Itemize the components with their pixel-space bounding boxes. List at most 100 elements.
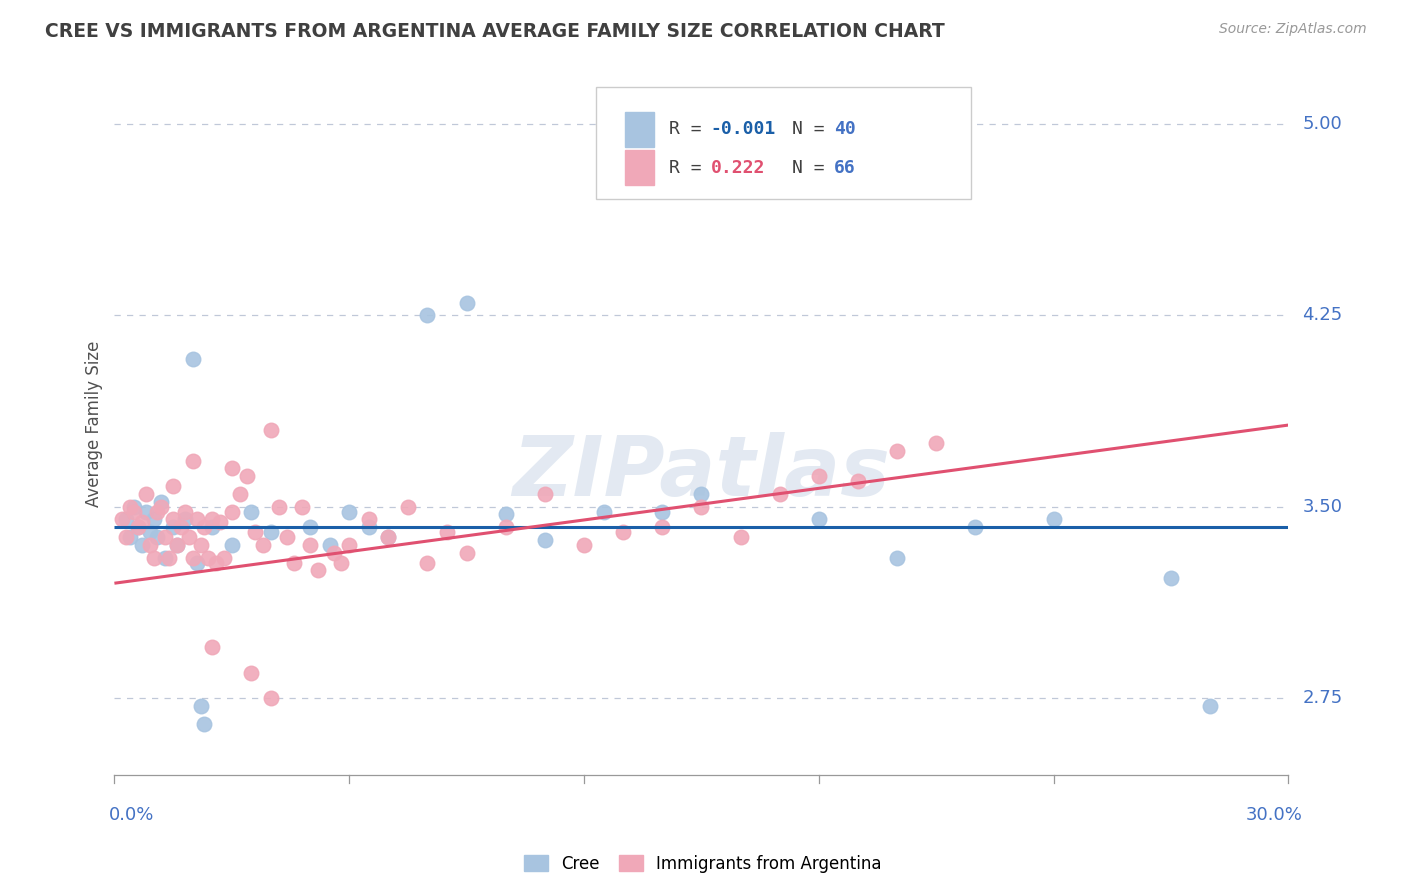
FancyBboxPatch shape bbox=[626, 112, 654, 146]
Point bbox=[122, 500, 145, 514]
Point bbox=[267, 500, 290, 514]
Point bbox=[337, 505, 360, 519]
Point bbox=[197, 550, 219, 565]
Point bbox=[157, 550, 180, 565]
Point bbox=[135, 505, 157, 519]
Text: R =: R = bbox=[669, 120, 711, 138]
Point bbox=[299, 538, 322, 552]
Point bbox=[730, 530, 752, 544]
Point bbox=[690, 500, 713, 514]
Point bbox=[1199, 698, 1222, 713]
Point bbox=[592, 505, 614, 519]
Point bbox=[322, 546, 344, 560]
Point bbox=[115, 512, 138, 526]
Point bbox=[162, 512, 184, 526]
Point bbox=[127, 520, 149, 534]
Point bbox=[495, 520, 517, 534]
Text: N =: N = bbox=[792, 159, 835, 177]
Point bbox=[769, 487, 792, 501]
Point bbox=[181, 351, 204, 366]
Point bbox=[142, 550, 165, 565]
Point bbox=[138, 538, 160, 552]
Point bbox=[150, 500, 173, 514]
Y-axis label: Average Family Size: Average Family Size bbox=[86, 341, 103, 507]
Point bbox=[115, 530, 138, 544]
Point bbox=[212, 550, 235, 565]
Point bbox=[146, 530, 169, 544]
Text: 2.75: 2.75 bbox=[1302, 689, 1343, 707]
Text: 30.0%: 30.0% bbox=[1246, 806, 1302, 824]
Point bbox=[166, 538, 188, 552]
Point bbox=[925, 436, 948, 450]
Point bbox=[651, 520, 673, 534]
Point bbox=[690, 487, 713, 501]
Point bbox=[377, 530, 399, 544]
Point bbox=[127, 520, 149, 534]
Text: ZIPatlas: ZIPatlas bbox=[513, 433, 890, 514]
Point bbox=[190, 698, 212, 713]
Point bbox=[201, 512, 224, 526]
Point bbox=[221, 505, 243, 519]
Point bbox=[131, 538, 153, 552]
Point bbox=[186, 556, 208, 570]
Point bbox=[260, 525, 283, 540]
Text: Source: ZipAtlas.com: Source: ZipAtlas.com bbox=[1219, 22, 1367, 37]
Text: 3.50: 3.50 bbox=[1302, 498, 1343, 516]
Text: 0.0%: 0.0% bbox=[108, 806, 153, 824]
Point bbox=[120, 530, 142, 544]
Point bbox=[142, 512, 165, 526]
Point bbox=[965, 520, 987, 534]
Point bbox=[1160, 571, 1182, 585]
Text: -0.001: -0.001 bbox=[711, 120, 776, 138]
Point bbox=[846, 474, 869, 488]
Point bbox=[534, 487, 557, 501]
Point bbox=[252, 538, 274, 552]
Point bbox=[228, 487, 250, 501]
Point bbox=[186, 512, 208, 526]
Point bbox=[181, 550, 204, 565]
Point bbox=[377, 530, 399, 544]
Point bbox=[120, 500, 142, 514]
Point bbox=[236, 469, 259, 483]
Point bbox=[260, 691, 283, 706]
Point bbox=[173, 512, 195, 526]
Point bbox=[495, 508, 517, 522]
Point bbox=[318, 538, 340, 552]
Point bbox=[173, 505, 195, 519]
Point bbox=[135, 487, 157, 501]
Point bbox=[201, 520, 224, 534]
Text: 4.25: 4.25 bbox=[1302, 306, 1343, 325]
Point bbox=[193, 520, 215, 534]
Point bbox=[240, 665, 263, 680]
Point bbox=[283, 556, 305, 570]
Point bbox=[155, 530, 177, 544]
Point bbox=[396, 500, 419, 514]
Point bbox=[131, 515, 153, 529]
Point bbox=[357, 512, 380, 526]
Point bbox=[221, 461, 243, 475]
Point bbox=[357, 520, 380, 534]
Point bbox=[209, 515, 232, 529]
Text: 40: 40 bbox=[834, 120, 856, 138]
Point bbox=[337, 538, 360, 552]
Point bbox=[886, 550, 908, 565]
Point bbox=[190, 538, 212, 552]
Point bbox=[122, 505, 145, 519]
Point bbox=[307, 564, 329, 578]
Point bbox=[166, 538, 188, 552]
Point bbox=[456, 546, 478, 560]
Point bbox=[150, 494, 173, 508]
Text: CREE VS IMMIGRANTS FROM ARGENTINA AVERAGE FAMILY SIZE CORRELATION CHART: CREE VS IMMIGRANTS FROM ARGENTINA AVERAG… bbox=[45, 22, 945, 41]
Point bbox=[193, 716, 215, 731]
Point bbox=[807, 469, 830, 483]
Point bbox=[416, 556, 439, 570]
Point bbox=[651, 505, 673, 519]
Point bbox=[245, 525, 267, 540]
Point bbox=[240, 505, 263, 519]
Text: N =: N = bbox=[792, 120, 835, 138]
Point bbox=[181, 454, 204, 468]
Text: 5.00: 5.00 bbox=[1302, 115, 1343, 133]
Point bbox=[138, 525, 160, 540]
Point bbox=[299, 520, 322, 534]
FancyBboxPatch shape bbox=[596, 87, 972, 199]
